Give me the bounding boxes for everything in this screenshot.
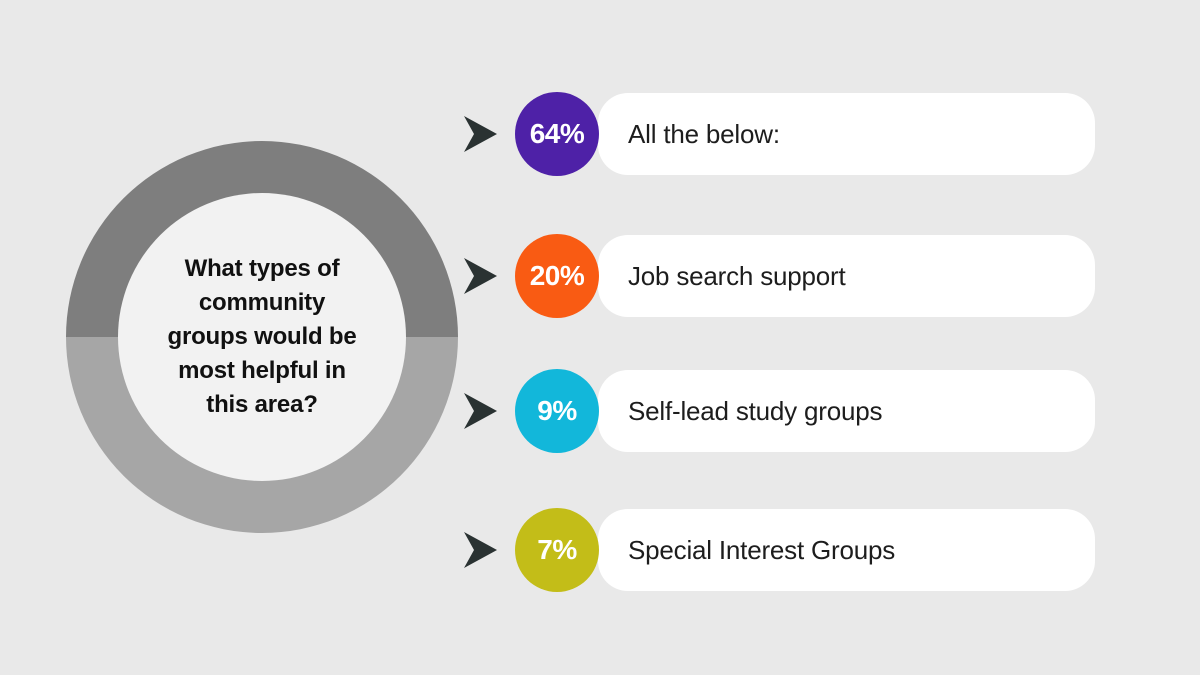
answer-label: Job search support <box>628 260 846 291</box>
percent-value: 7% <box>537 534 577 565</box>
arrow-right-icon <box>464 532 497 568</box>
question-text: What types of community groups would be … <box>168 252 357 422</box>
percent-badge: 64% <box>515 92 599 176</box>
answer-label: All the below: <box>628 118 780 149</box>
answer-row-special-interest-groups: 7% Special Interest Groups <box>464 508 1095 592</box>
question-line: most helpful in <box>178 357 346 384</box>
percent-badge: 7% <box>515 508 599 592</box>
percent-value: 20% <box>529 260 585 291</box>
answer-row-all-the-below: 64% All the below: <box>464 92 1095 176</box>
answer-pill: All the below: <box>598 93 1095 175</box>
arrow-right-icon <box>464 258 497 294</box>
percent-badge: 20% <box>515 234 599 318</box>
answer-pill: Self-lead study groups <box>598 370 1095 452</box>
question-line: this area? <box>206 391 318 418</box>
arrow-right-icon <box>464 393 497 429</box>
answer-row-self-lead-study-groups: 9% Self-lead study groups <box>464 369 1095 453</box>
arrow-right-icon <box>464 116 497 152</box>
question-line: community <box>198 289 326 316</box>
percent-value: 9% <box>537 395 577 426</box>
answer-row-job-search-support: 20% Job search support <box>464 234 1095 318</box>
question-line: groups would be <box>167 323 357 350</box>
donut-center: What types of community groups would be … <box>118 193 406 481</box>
answer-label: Self-lead study groups <box>628 395 883 426</box>
answer-pill: Special Interest Groups <box>598 509 1095 591</box>
donut-chart: What types of community groups would be … <box>66 141 458 533</box>
percent-badge: 9% <box>515 369 599 453</box>
percent-value: 64% <box>529 118 585 149</box>
answer-label: Special Interest Groups <box>628 534 896 565</box>
answer-pill: Job search support <box>598 235 1095 317</box>
question-line: What types of <box>184 255 340 282</box>
